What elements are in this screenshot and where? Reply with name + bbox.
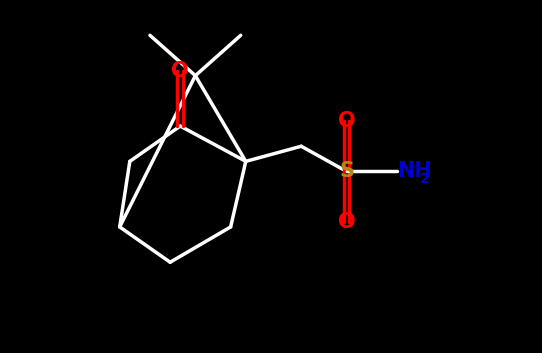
Text: O: O — [171, 61, 189, 80]
Text: O: O — [338, 212, 356, 232]
Text: S: S — [339, 161, 354, 181]
Text: NH: NH — [397, 161, 432, 181]
Text: O: O — [338, 111, 356, 131]
Text: 2: 2 — [420, 172, 429, 186]
